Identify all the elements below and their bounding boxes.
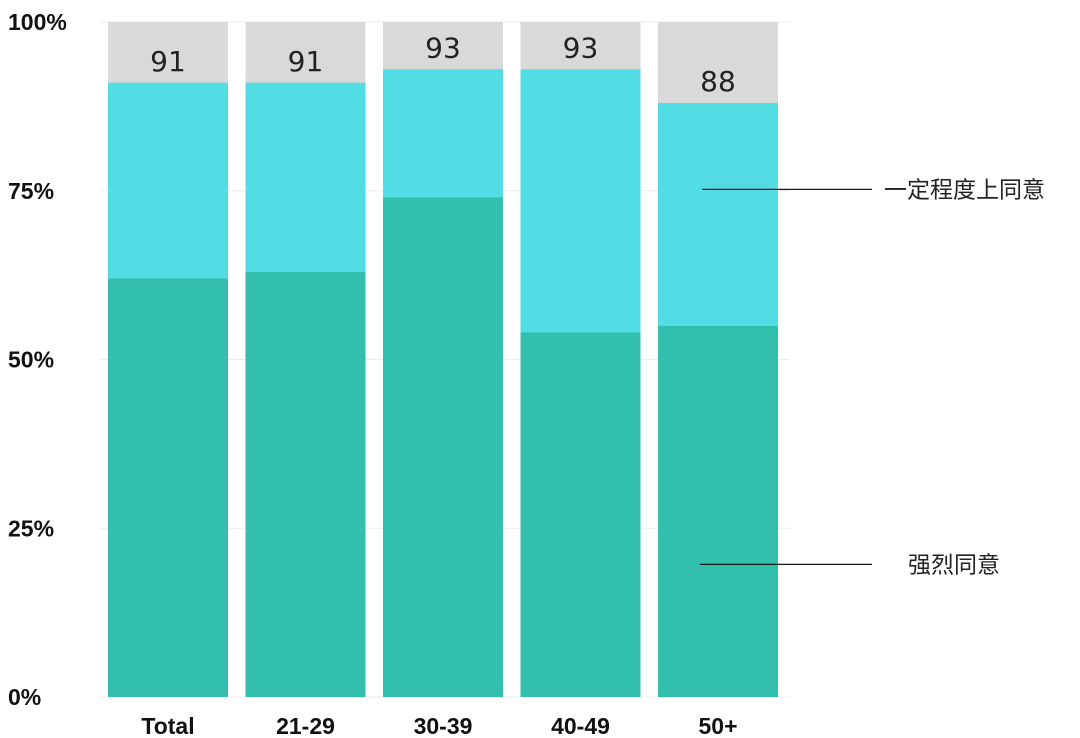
y-tick-label: 100%	[8, 9, 67, 35]
bar-segment-somewhat-40-49	[520, 69, 641, 333]
bars	[108, 22, 778, 697]
bar-segment-somewhat-30-39	[383, 69, 503, 198]
legend: 强烈同意 一定程度上同意	[700, 177, 1045, 578]
y-tick-label: 75%	[8, 178, 54, 204]
x-tick-label: 21-29	[276, 713, 335, 738]
y-tick-label: 0%	[8, 684, 41, 710]
bar-segment-somewhat-50+	[658, 103, 778, 326]
bar-segment-strong-Total	[108, 278, 228, 697]
total-data-label: 93	[563, 31, 599, 64]
x-tick-label: 30-39	[414, 713, 473, 738]
data-labels: 91 91 93 93 88	[150, 31, 736, 98]
bar-segment-strong-40-49	[520, 332, 641, 697]
bar-segment-somewhat-Total	[108, 82, 228, 279]
y-tick-label: 50%	[8, 347, 54, 373]
y-axis: 0% 25% 50% 75% 100%	[8, 9, 67, 710]
total-data-label: 91	[150, 45, 186, 78]
x-axis: Total 21-29 30-39 40-49 50+	[141, 713, 737, 738]
y-tick-label: 25%	[8, 515, 54, 541]
total-data-label: 88	[700, 65, 736, 98]
bar-segment-strong-21-29	[245, 271, 366, 697]
legend-label-strongly-agree: 强烈同意	[908, 552, 1000, 578]
bar-segment-strong-50+	[658, 325, 778, 697]
x-tick-label: 40-49	[551, 713, 610, 738]
legend-label-somewhat-agree: 一定程度上同意	[884, 177, 1045, 203]
bar-segment-strong-30-39	[383, 197, 503, 697]
bar-segment-somewhat-21-29	[245, 82, 366, 272]
x-tick-label: Total	[141, 713, 194, 738]
total-data-label: 91	[288, 45, 324, 78]
x-tick-label: 50+	[698, 713, 737, 738]
total-data-label: 93	[425, 31, 461, 64]
